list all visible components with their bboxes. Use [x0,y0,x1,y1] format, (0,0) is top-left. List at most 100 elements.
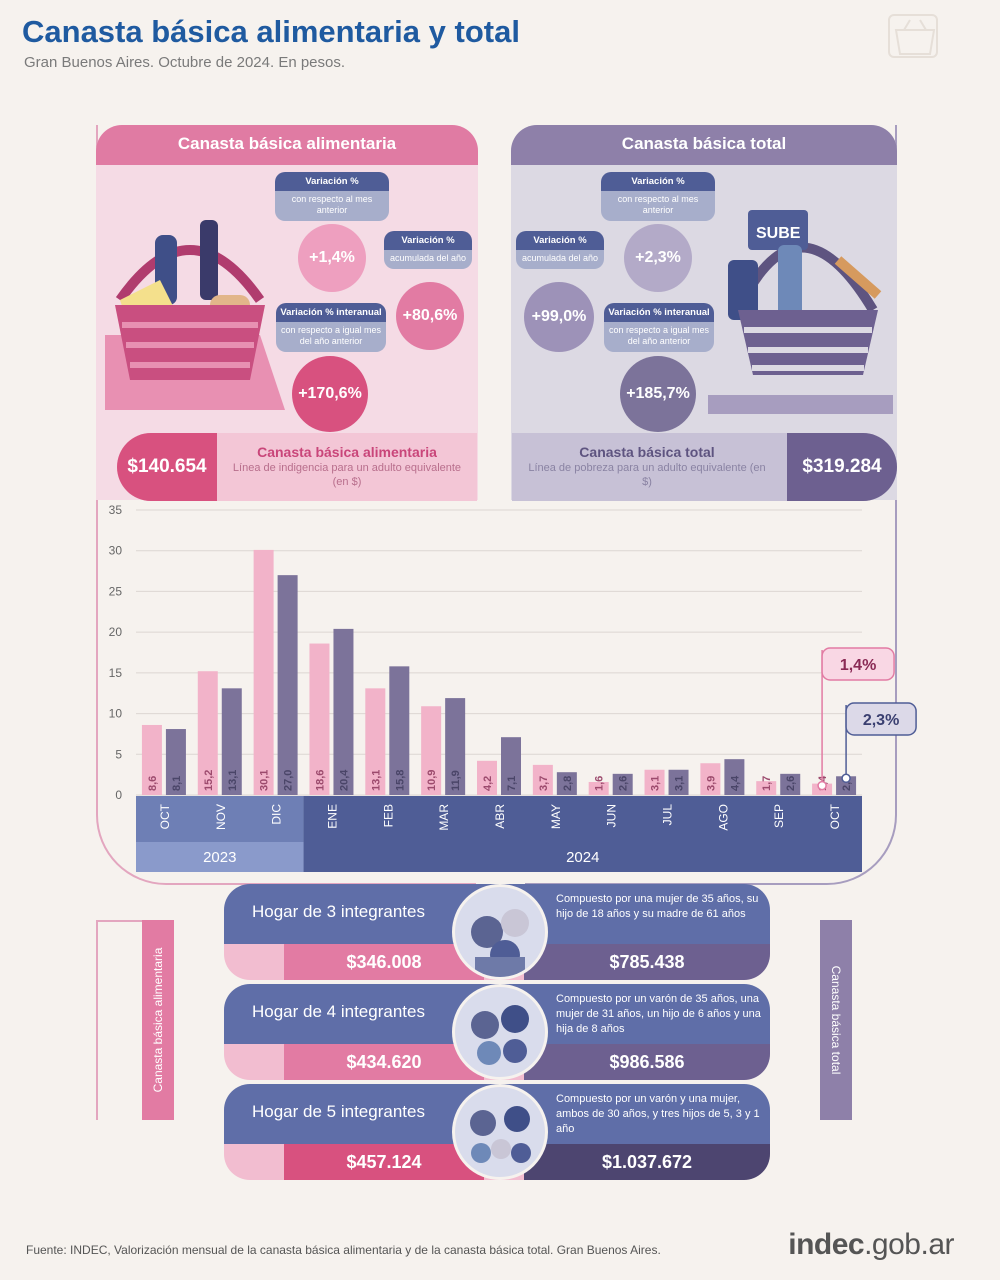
data-label: 15,8 [394,770,406,791]
x-tick-label: ENE [325,804,339,829]
y-tick-label: 30 [109,544,123,558]
household-cbt: $785.438 [524,944,770,980]
x-tick-label: FEB [381,804,395,827]
basket-icon [888,14,938,58]
year-band [136,842,304,872]
bar [333,628,354,795]
household-desc: Compuesto por una mujer de 35 años, su h… [556,893,759,920]
cbt-line-sub: Línea de pobreza para un adulto equivale… [528,462,766,488]
cba-side-connector [96,920,142,1120]
cba-var-interanual-value: +170,6% [292,356,368,432]
month-band [303,796,862,842]
data-label: 30,1 [259,770,271,791]
y-tick-label: 15 [109,666,123,680]
cba-line-bar: $140.654 Canasta básica alimentaria Líne… [117,433,477,501]
bar [277,575,298,795]
bar [668,769,689,795]
year-label: 2023 [203,849,236,866]
callout-box [821,647,895,681]
bar [221,688,242,795]
cba-var-month-tag: Variación % con respecto al mes anterior [275,172,389,221]
x-tick-label: ABR [493,804,507,829]
family-avatar [452,984,548,1080]
y-tick-label: 10 [109,707,123,721]
household-cbt: $1.037.672 [524,1144,770,1180]
data-label: 8,1 [171,776,183,791]
bar [197,671,218,795]
bar [165,729,186,795]
cbt-side-label: Canasta básica total [820,920,852,1120]
y-tick-label: 35 [109,503,123,517]
page-subtitle: Gran Buenos Aires. Octubre de 2024. En p… [24,54,346,71]
x-tick-label: OCT [158,803,172,829]
indec-logo: indec.gob.ar [788,1228,954,1261]
source-note: Fuente: INDEC, Valorización mensual de l… [26,1243,661,1257]
household-cba: $346.008 [284,944,484,980]
bar [365,688,386,795]
data-label: 18,6 [314,770,326,791]
x-tick-label: JUL [661,804,675,826]
household-desc: Compuesto por un varón y una mujer, ambo… [556,1093,760,1135]
monthly-variation-chart: 0 5 10 15 20 25 30 35 2023 2024 8,6 8,1 OCT 15,2 13,1 N… [109,503,917,872]
x-tick-label: JUN [605,804,619,827]
data-label: 10,9 [426,770,438,791]
cbt-var-interanual-tag: Variación % interanual con respecto a ig… [604,303,714,352]
data-label: 7,1 [506,776,518,791]
cbt-var-year-value: +99,0% [524,282,594,352]
cbt-var-month-value: +2,3% [624,224,692,292]
cba-var-year-value: +80,6% [396,282,464,350]
cbt-line-bar: Canasta básica total Línea de pobreza pa… [512,433,897,501]
bar [556,772,577,795]
cba-var-month-value: +1,4% [298,224,366,292]
cbt-panel-title: Canasta básica total [511,125,897,165]
data-label: 1,7 [761,776,773,791]
callout-label: 2,3% [863,712,899,729]
x-tick-label: AGO [716,804,730,831]
household-title: Hogar de 3 integrantes [252,902,425,921]
household-desc: Compuesto por un varón de 35 años, una m… [556,993,761,1035]
bar [612,773,633,795]
data-label: 4,2 [482,776,494,791]
x-tick-label: SEP [772,804,786,828]
cba-var-interanual-tag: Variación % interanual con respecto a ig… [276,303,386,352]
y-tick-label: 0 [115,788,122,802]
x-tick-label: NOV [214,804,228,830]
data-label: 11,9 [450,770,462,791]
household-card: Hogar de 3 integrantes Compuesto por una… [224,884,770,980]
cbt-amount: $319.284 [787,433,897,501]
household-cbt: $986.586 [524,1044,770,1080]
month-band [136,796,304,842]
data-label: 13,1 [370,770,382,791]
callout-label: 1,4% [840,657,876,674]
cba-line-title: Canasta básica alimentaria [257,444,437,460]
data-label: 1,6 [594,776,606,791]
sube-card-text: SUBE [756,225,801,242]
goods-basket-icon: SUBE [708,210,893,414]
page-title: Canasta básica alimentaria y total [22,14,520,49]
household-cba: $434.620 [284,1044,484,1080]
bar [501,737,521,795]
year-label: 2024 [566,849,599,866]
cba-side-label: Canasta básica alimentaria [142,920,174,1120]
callout-dot [817,780,827,791]
bar [253,549,274,795]
data-label: 3,9 [705,776,717,791]
data-label: 2,6 [618,776,630,791]
cba-var-year-tag: Variación % acumulada del año [384,231,472,269]
year-band [303,842,862,872]
data-label: 4,4 [729,775,741,791]
bar [445,698,466,795]
cbt-var-year-tag: Variación % acumulada del año [516,231,604,269]
data-label: 13,1 [227,770,239,791]
bar [532,764,553,795]
cbt-var-month-tag: Variación % con respecto al mes anterior [601,172,715,221]
cba-line-sub: Línea de indigencia para un adulto equiv… [232,462,462,488]
bar [477,760,497,795]
data-label: 8,6 [147,776,159,791]
data-label: 3,7 [538,776,550,791]
x-tick-label: DIC [270,804,284,825]
callout-dot [841,773,851,784]
food-basket-icon [105,220,285,410]
data-label: 2,8 [562,776,574,791]
household-card: Hogar de 4 integrantes Compuesto por un … [224,984,770,1080]
